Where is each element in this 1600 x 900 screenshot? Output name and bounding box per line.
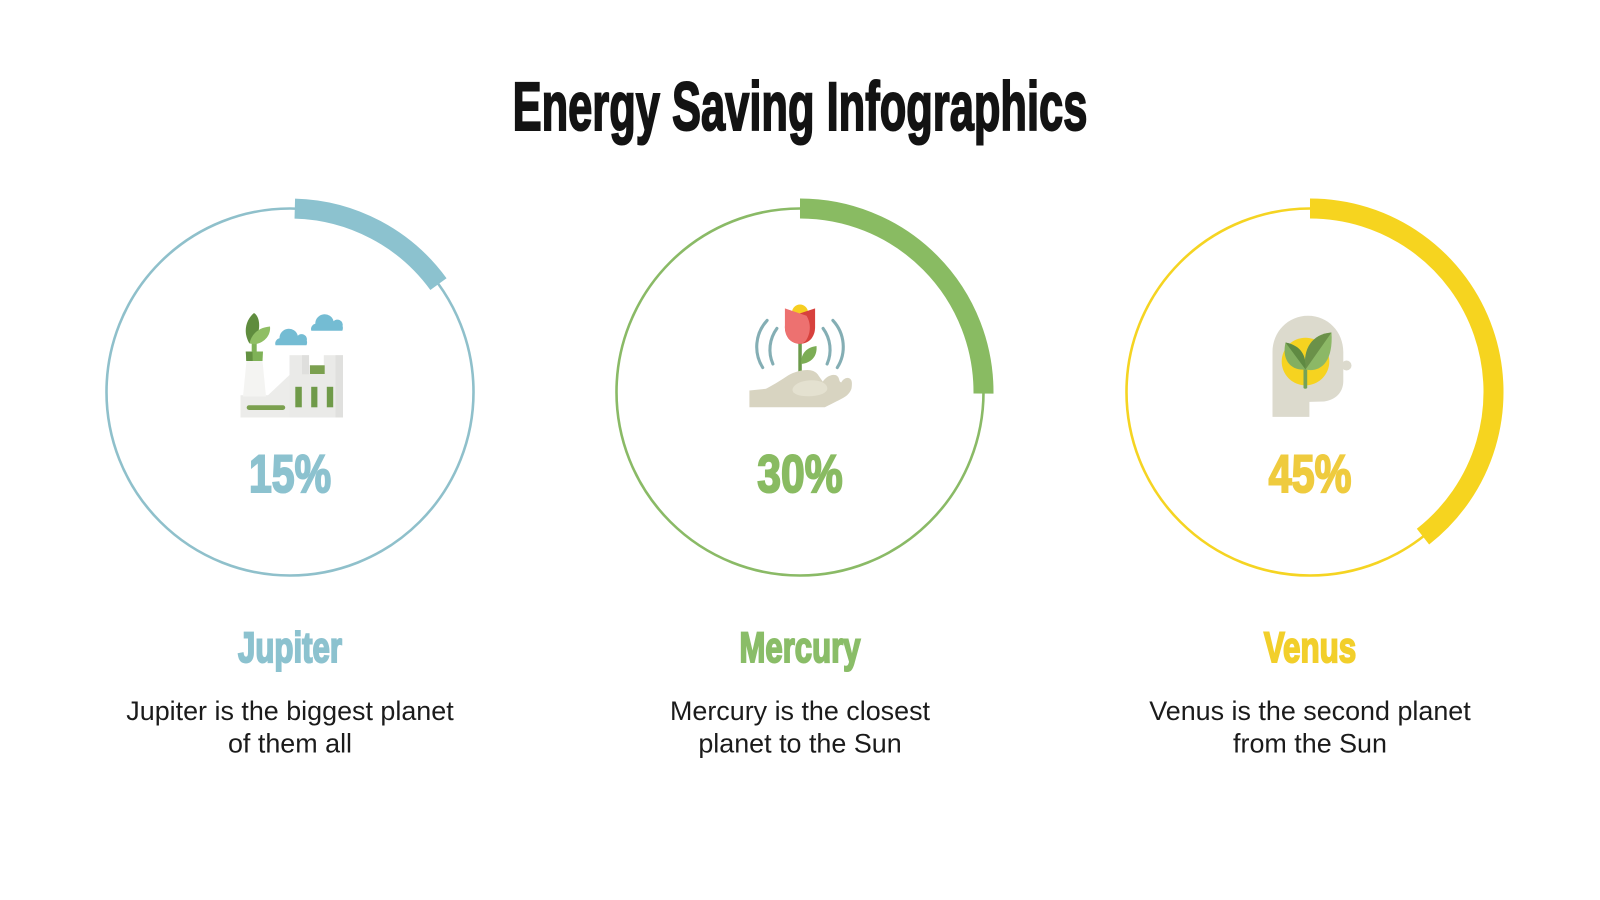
svg-text:30%: 30% [757, 445, 842, 504]
svg-text:Venus: Venus [1264, 623, 1356, 671]
svg-text:Mercury: Mercury [740, 623, 861, 671]
svg-text:45%: 45% [1269, 445, 1352, 504]
svg-text:Energy Saving Infographics: Energy Saving Infographics [513, 69, 1088, 145]
svg-text:of them all: of them all [228, 729, 352, 759]
svg-text:Jupiter: Jupiter [238, 623, 342, 671]
svg-text:Venus is the second planet: Venus is the second planet [1149, 696, 1471, 726]
svg-text:Jupiter is the biggest planet: Jupiter is the biggest planet [126, 696, 454, 726]
svg-text:from the Sun: from the Sun [1233, 729, 1387, 759]
svg-text:15%: 15% [249, 445, 331, 504]
svg-text:planet to the Sun: planet to the Sun [698, 729, 901, 759]
svg-text:Mercury is the closest: Mercury is the closest [670, 696, 931, 726]
